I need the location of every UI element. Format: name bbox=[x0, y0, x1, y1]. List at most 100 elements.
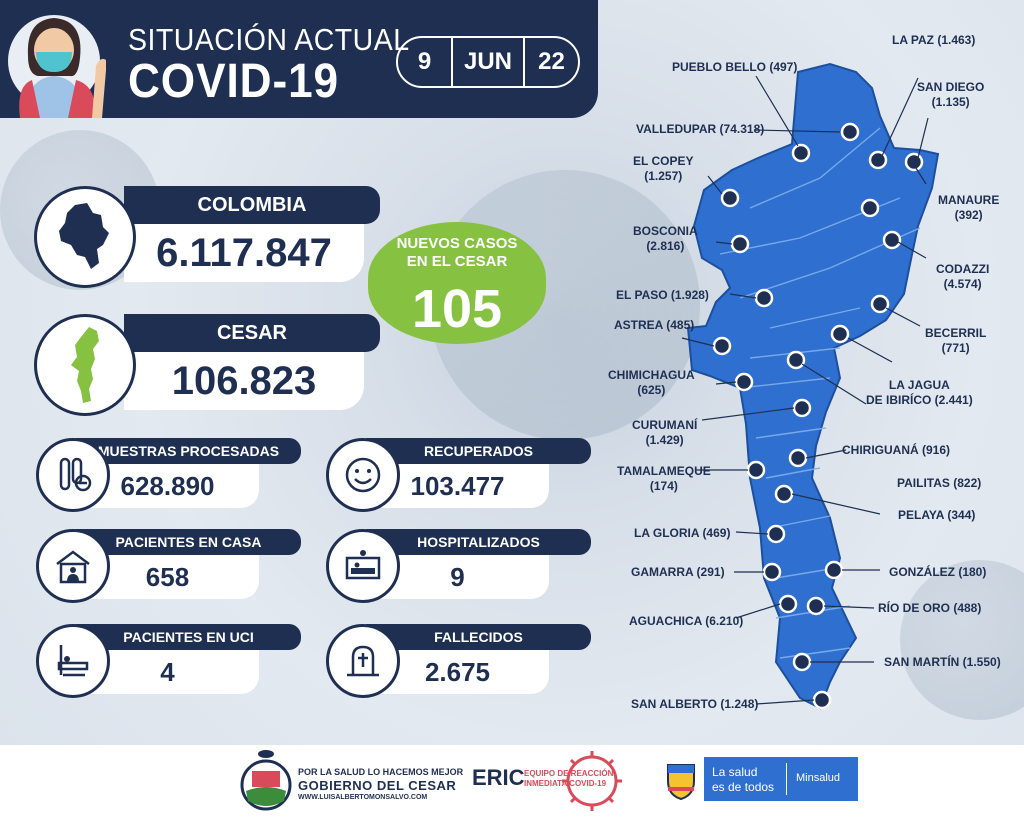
label-rio-de-oro: RÍO DE ORO (488) bbox=[878, 601, 982, 615]
minsalud-name: Minsalud bbox=[796, 772, 841, 784]
label-chimichagua: CHIMICHAGUA (625) bbox=[608, 368, 695, 398]
marker-pelaya bbox=[774, 484, 794, 504]
colombia-label: COLOMBIA bbox=[124, 186, 380, 224]
fallecidos-label: FALLECIDOS bbox=[366, 624, 591, 650]
label-becerril-line-1: BECERRIL bbox=[925, 326, 987, 340]
marker-rio-de-oro bbox=[806, 596, 826, 616]
minsalud-slogan-line-2: es de todos bbox=[712, 780, 775, 794]
label-san-diego: SAN DIEGO (1.135) bbox=[917, 80, 984, 110]
marker-san-martin bbox=[792, 652, 812, 672]
minsalud-banner: La salud es de todos Minsalud bbox=[704, 757, 858, 801]
date-month: JUN bbox=[463, 48, 512, 75]
new-cases-label: NUEVOS CASOS EN EL CESAR bbox=[368, 235, 546, 271]
grave-icon bbox=[326, 624, 400, 698]
marker-curumani bbox=[792, 398, 812, 418]
eric-line-2: INMEDIATA COVID-19 bbox=[524, 779, 607, 788]
label-aguachica: AGUACHICA (6.210) bbox=[629, 614, 744, 628]
label-chimichagua-line-1: CHIMICHAGUA bbox=[608, 368, 695, 382]
date-day: 9 bbox=[417, 48, 432, 75]
label-san-martin: SAN MARTÍN (1.550) bbox=[884, 655, 1001, 669]
date-badge: 9 JUN 22 bbox=[396, 36, 580, 88]
marker-pailitas bbox=[788, 448, 808, 468]
hospitalizados-label: HOSPITALIZADOS bbox=[366, 529, 591, 555]
label-becerril: BECERRIL (771) bbox=[925, 326, 986, 356]
gobierno-slogan: POR LA SALUD LO HACEMOS MEJOR bbox=[298, 767, 464, 777]
title-line-2: COVID-19 bbox=[128, 55, 340, 108]
uci-card: PACIENTES EN UCI 4 bbox=[36, 624, 301, 698]
label-codazzi-line-2: (4.574) bbox=[943, 277, 982, 291]
new-cases-badge: NUEVOS CASOS EN EL CESAR 105 bbox=[368, 222, 546, 344]
marker-astrea bbox=[712, 336, 732, 356]
label-san-diego-line-2: (1.135) bbox=[931, 95, 970, 109]
label-codazzi: CODAZZI (4.574) bbox=[936, 262, 989, 292]
colombia-value: 6.117.847 bbox=[124, 224, 364, 282]
gobierno-name: GOBIERNO DEL CESAR bbox=[298, 778, 457, 793]
marker-la-gloria bbox=[766, 524, 786, 544]
muestras-label: MUESTRAS PROCESADAS bbox=[76, 438, 301, 464]
hospital-bed-icon bbox=[326, 529, 400, 603]
casa-label: PACIENTES EN CASA bbox=[76, 529, 301, 555]
date-divider bbox=[451, 38, 453, 86]
title-line-1: SITUACIÓN ACTUAL bbox=[128, 22, 410, 57]
label-chiriguana: CHIRIGUANÁ (916) bbox=[842, 443, 951, 457]
label-curumani-line-2: (1.429) bbox=[645, 433, 684, 447]
recuperados-card: RECUPERADOS 103.477 bbox=[326, 438, 591, 512]
test-tubes-icon bbox=[36, 438, 110, 512]
label-becerril-line-2: (771) bbox=[941, 341, 970, 355]
label-san-alberto: SAN ALBERTO (1.248) bbox=[631, 697, 759, 711]
eric-virus-icon bbox=[562, 751, 622, 811]
uci-label: PACIENTES EN UCI bbox=[76, 624, 301, 650]
colombia-coat-of-arms-icon bbox=[662, 757, 700, 801]
label-bosconia-line-2: (2.816) bbox=[646, 239, 685, 253]
label-la-paz: LA PAZ (1.463) bbox=[892, 33, 976, 47]
marker-manaure bbox=[860, 198, 880, 218]
marker-aguachica bbox=[778, 594, 798, 614]
label-chimichagua-line-2: (625) bbox=[637, 383, 666, 397]
label-valledupar: VALLEDUPAR (74.318) bbox=[636, 122, 765, 136]
marker-la-paz bbox=[868, 150, 888, 170]
label-pueblo-bello: PUEBLO BELLO (497) bbox=[672, 60, 798, 74]
marker-el-paso bbox=[754, 288, 774, 308]
label-la-jagua-line-1: LA JAGUA bbox=[888, 378, 950, 392]
marker-gonzalez bbox=[824, 560, 844, 580]
marker-chiriguana bbox=[786, 350, 806, 370]
colombia-map-icon bbox=[34, 186, 136, 288]
label-la-jagua: LA JAGUA DE IBIRÍCO (2.441) bbox=[866, 378, 973, 408]
label-bosconia: BOSCONIA (2.816) bbox=[633, 224, 698, 254]
cesar-map bbox=[681, 62, 940, 710]
footer: POR LA SALUD LO HACEMOS MEJOR GOBIERNO D… bbox=[0, 745, 1024, 817]
house-icon bbox=[36, 529, 110, 603]
label-manaure-line-1: MANAURE bbox=[938, 193, 1000, 207]
new-cases-value: 105 bbox=[411, 279, 503, 339]
smiley-icon bbox=[326, 438, 400, 512]
minsalud-slogan-line-1: La salud bbox=[712, 765, 758, 779]
map-region bbox=[686, 62, 940, 710]
label-bosconia-line-1: BOSCONIA bbox=[633, 224, 698, 238]
gobierno-cesar-logo-icon bbox=[240, 750, 292, 811]
label-tamalameque: TAMALAMEQUE (174) bbox=[617, 464, 711, 494]
label-gonzalez: GONZÁLEZ (180) bbox=[889, 565, 987, 579]
new-cases-label-line-1: NUEVOS CASOS bbox=[396, 235, 518, 252]
cesar-label: CESAR bbox=[124, 314, 380, 352]
marker-san-diego bbox=[904, 152, 924, 172]
marker-tamalameque bbox=[746, 460, 766, 480]
label-el-paso: EL PASO (1.928) bbox=[616, 288, 709, 302]
marker-el-copey bbox=[720, 188, 740, 208]
marker-valledupar bbox=[791, 143, 811, 163]
marker-bosconia bbox=[730, 234, 750, 254]
label-curumani: CURUMANÍ (1.429) bbox=[632, 418, 697, 448]
label-astrea: ASTREA (485) bbox=[614, 318, 695, 332]
minsalud-divider bbox=[786, 763, 787, 795]
new-cases-label-line-2: EN EL CESAR bbox=[406, 253, 508, 270]
label-san-diego-line-1: SAN DIEGO bbox=[917, 80, 985, 94]
label-manaure-line-2: (392) bbox=[954, 208, 983, 222]
cesar-card: CESAR 106.823 bbox=[34, 314, 380, 416]
icu-bed-icon bbox=[36, 624, 110, 698]
cesar-map-icon bbox=[34, 314, 136, 416]
virus-decoration bbox=[900, 560, 1024, 720]
label-la-jagua-line-2: DE IBIRÍCO (2.441) bbox=[866, 393, 973, 407]
label-manaure: MANAURE (392) bbox=[938, 193, 999, 223]
header-banner: SITUACIÓN ACTUAL COVID-19 9 JUN 22 bbox=[0, 0, 598, 118]
label-el-copey: EL COPEY (1.257) bbox=[633, 154, 693, 184]
nurse-illustration-icon bbox=[8, 15, 106, 118]
